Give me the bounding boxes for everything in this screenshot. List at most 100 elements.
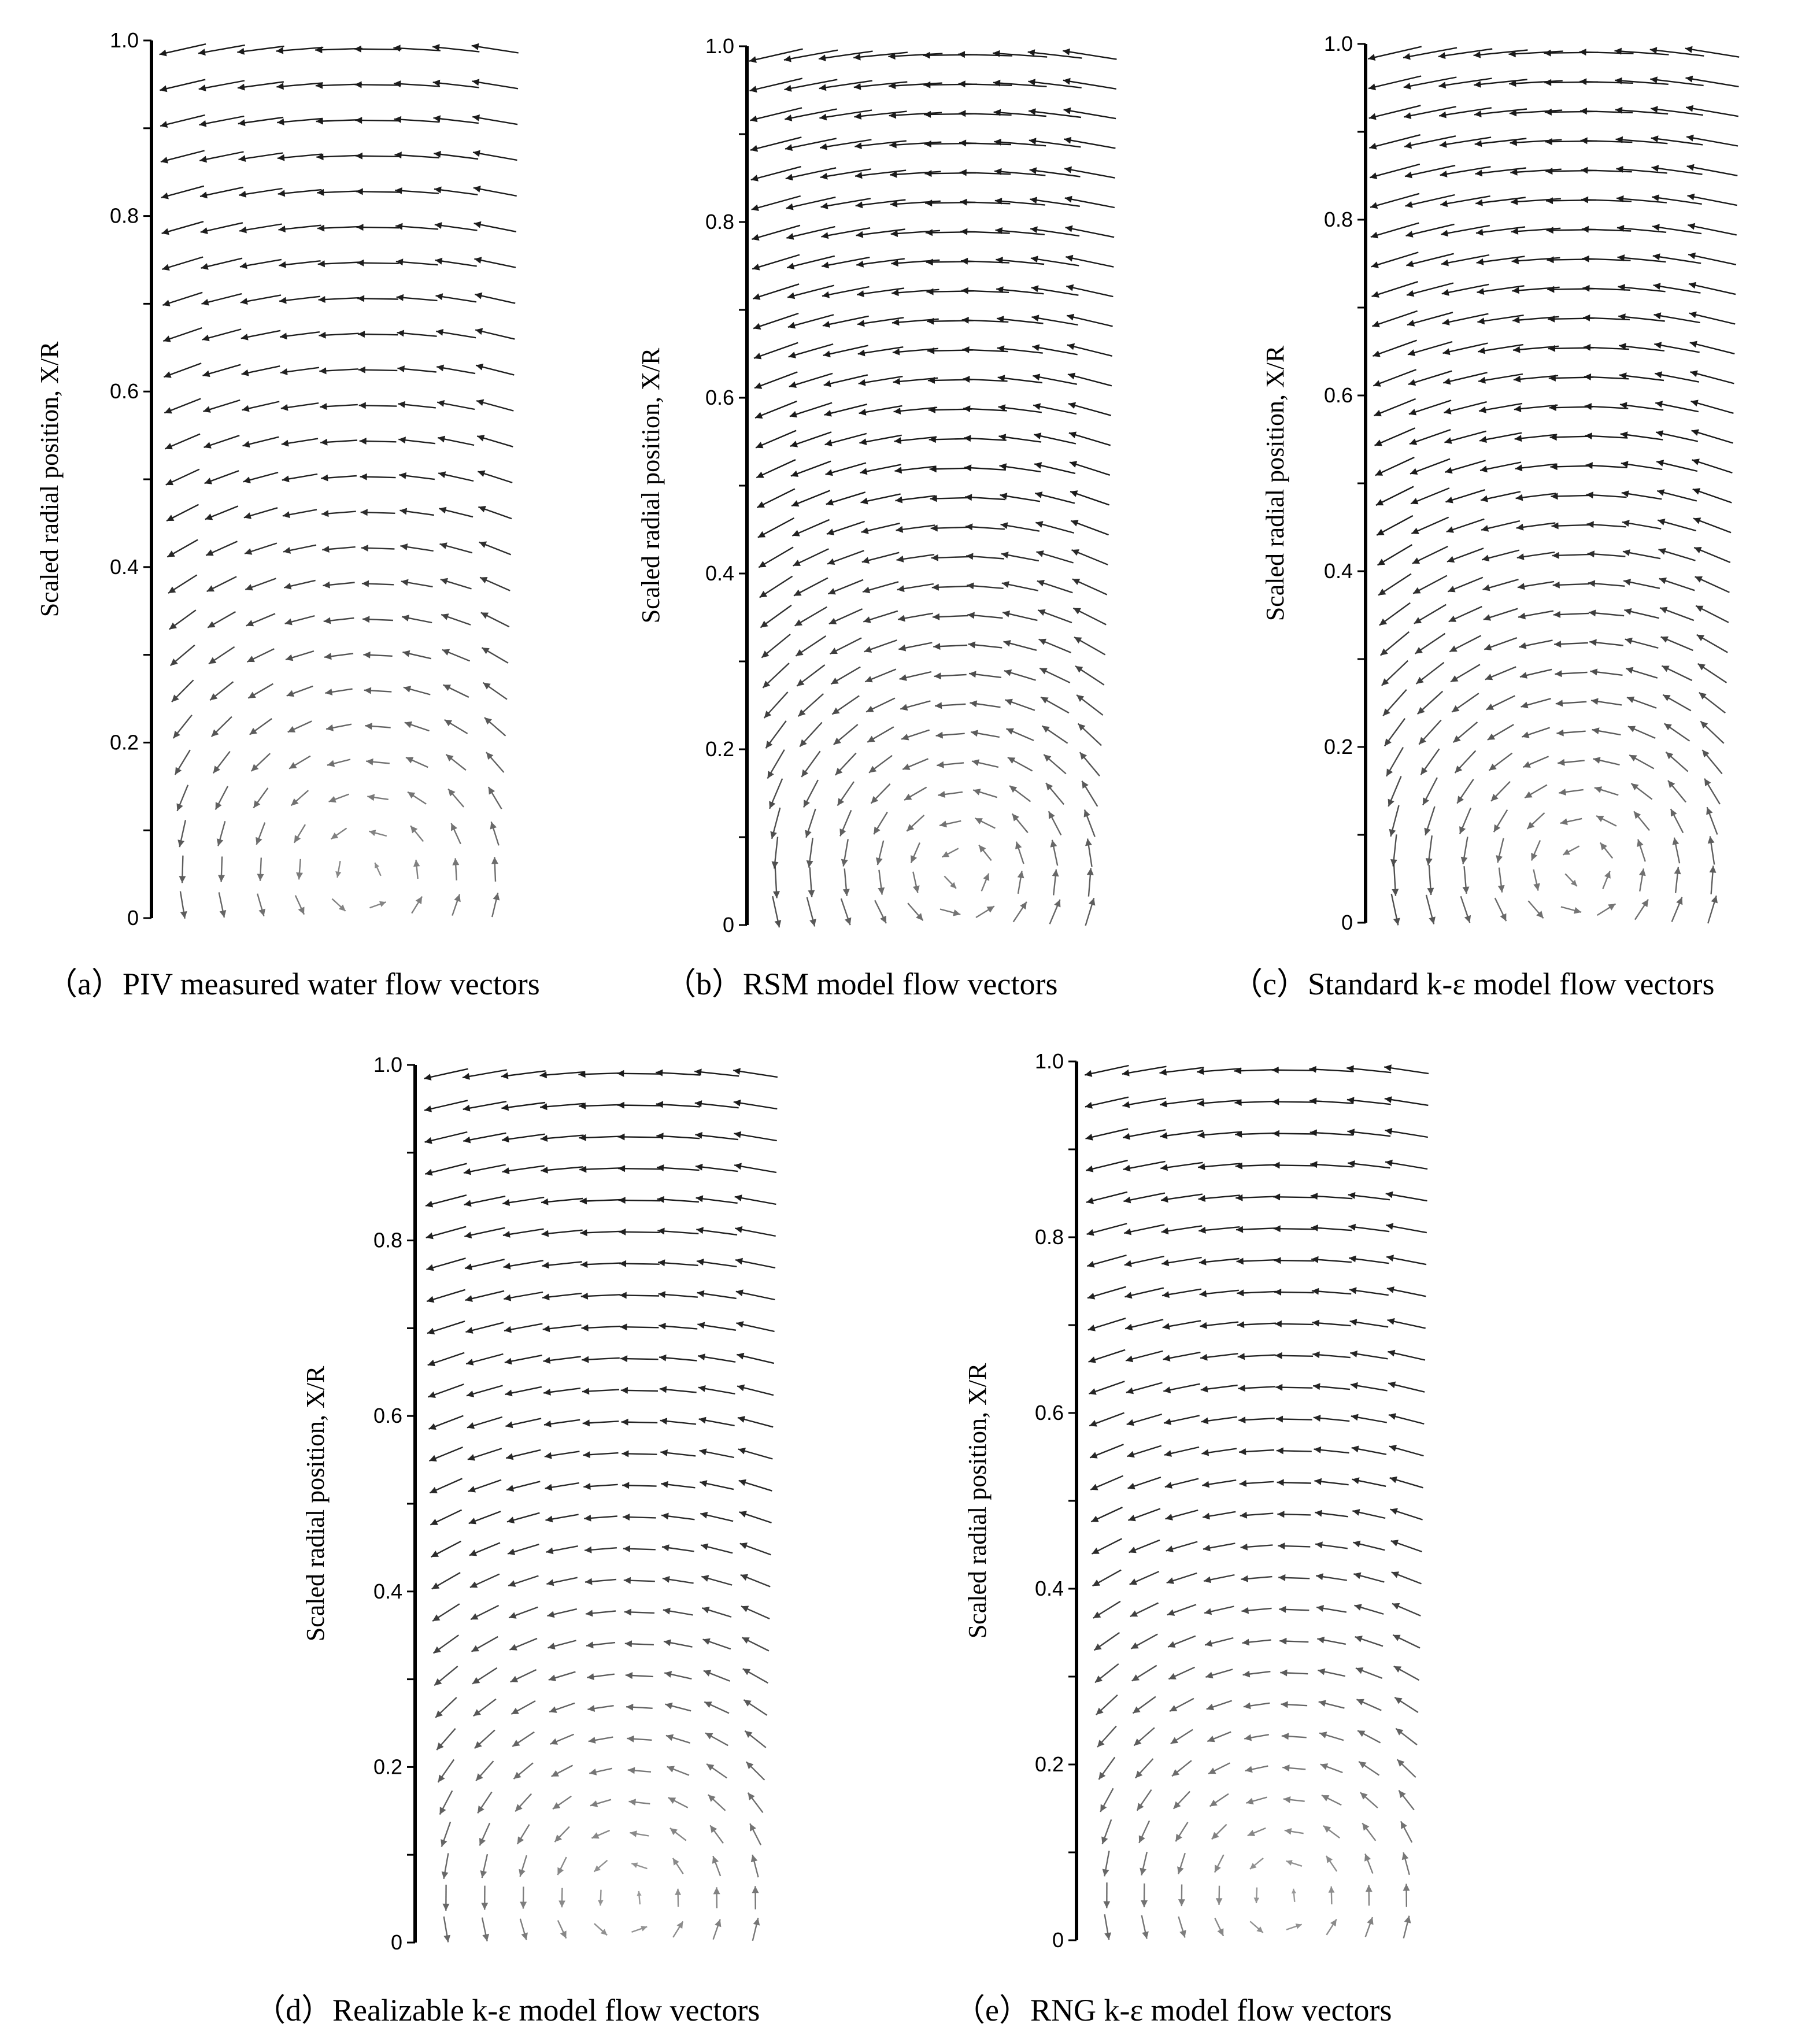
- flow-vector: [1066, 313, 1113, 327]
- flow-vector: [1097, 1725, 1117, 1748]
- flow-vector: [743, 1699, 768, 1716]
- flow-vector: [1485, 666, 1516, 680]
- flow-vector: [1043, 754, 1067, 775]
- flow-vector: [1656, 460, 1698, 472]
- flow-vector: [861, 552, 900, 564]
- flow-vector: [452, 858, 460, 881]
- flow-vector: [1197, 1068, 1242, 1075]
- flow-vector: [1079, 752, 1100, 776]
- flow-vector: [1474, 79, 1527, 88]
- flow-vector: [243, 507, 278, 519]
- flow-vector: [487, 786, 502, 809]
- flow-vector: [1700, 720, 1725, 744]
- flow-vector: [978, 844, 992, 861]
- flow-vector: [1085, 1064, 1129, 1077]
- flow-vector: [474, 1729, 495, 1749]
- flow-vector: [1238, 1448, 1275, 1455]
- flow-vector: [1092, 1569, 1122, 1587]
- flow-vector: [1123, 1224, 1165, 1235]
- flow-vector: [1027, 49, 1082, 59]
- y-tick-label: 0.6: [705, 386, 734, 409]
- flow-vector: [735, 1257, 776, 1269]
- flow-vector: [1012, 901, 1027, 923]
- flow-vector: [733, 1068, 778, 1078]
- flow-vector: [1483, 608, 1518, 621]
- flow-vector: [203, 399, 241, 413]
- flow-vector: [1028, 108, 1082, 119]
- flow-vector: [1445, 460, 1486, 474]
- flow-vector: [1100, 1788, 1114, 1812]
- y-axis-label: Scaled radial position, X/R: [301, 1366, 330, 1641]
- y-axis-ticks: 0 0.2 0.4 0.6 0.8 1.0: [110, 28, 151, 930]
- flow-vector: [1616, 195, 1667, 204]
- flow-vector: [1412, 575, 1448, 594]
- flow-vector: [752, 1918, 760, 1941]
- flow-vector: [1177, 1852, 1186, 1874]
- flow-vector: [842, 868, 850, 897]
- flow-vector: [863, 610, 898, 623]
- flow-vector: [1653, 312, 1700, 324]
- flow-vector: [1516, 522, 1556, 531]
- flow-vector: [1355, 1636, 1384, 1647]
- flow-vector: [1425, 894, 1436, 924]
- flow-vector: [403, 686, 431, 696]
- flow-vector: [443, 1916, 451, 1943]
- vector-field: [749, 48, 1117, 928]
- flow-vector: [789, 372, 833, 388]
- flow-vector: [1401, 1852, 1410, 1875]
- flow-vector: [358, 366, 398, 373]
- flow-vector: [894, 465, 937, 474]
- flow-vector: [471, 1636, 498, 1652]
- flow-vector: [1398, 1790, 1415, 1811]
- flow-vector: [698, 1385, 735, 1395]
- flow-vector: [750, 136, 802, 152]
- flow-vector: [588, 1736, 613, 1744]
- flow-vector: [855, 199, 906, 209]
- flow-vector: [395, 187, 439, 194]
- flow-vector: [1688, 282, 1736, 295]
- flow-vector: [205, 541, 238, 556]
- flow-vector: [520, 1886, 527, 1909]
- flow-vector: [694, 1100, 739, 1109]
- flow-vector: [695, 1163, 738, 1172]
- flow-vector: [357, 331, 398, 338]
- flow-vector: [738, 1479, 772, 1492]
- y-tick-label: 0.8: [110, 204, 139, 228]
- flow-vector: [247, 683, 274, 699]
- flow-vector: [929, 436, 972, 443]
- flow-vector: [819, 80, 872, 91]
- flow-vector: [1086, 868, 1094, 897]
- flow-vector: [282, 509, 317, 519]
- flow-vector: [440, 578, 472, 590]
- flow-vector: [482, 682, 508, 700]
- flow-vector: [1445, 489, 1485, 504]
- flow-vector: [1214, 1918, 1225, 1937]
- flow-vector: [925, 199, 976, 207]
- flow-vector: [398, 401, 436, 409]
- flow-vector: [1427, 865, 1434, 896]
- flow-vector: [362, 616, 394, 623]
- flow-vector: [1650, 106, 1704, 116]
- flow-vector: [356, 224, 399, 231]
- flow-vector: [1065, 225, 1115, 238]
- flow-vector: [901, 729, 930, 741]
- flow-vector: [1579, 49, 1634, 56]
- flow-vector: [1374, 427, 1415, 446]
- flow-vector: [1272, 1098, 1316, 1105]
- flow-vector: [1167, 1635, 1196, 1648]
- flow-vector: [442, 649, 471, 662]
- flow-vector: [1651, 165, 1703, 175]
- flow-vector: [706, 1763, 727, 1779]
- flow-vector: [1624, 608, 1659, 619]
- flow-vector: [1448, 606, 1482, 623]
- flow-vector: [761, 634, 791, 658]
- flow-vector: [786, 225, 835, 240]
- flow-vector: [1693, 517, 1732, 534]
- flow-vector: [505, 1449, 541, 1460]
- flow-vector: [1352, 1477, 1386, 1487]
- flow-vector: [430, 1540, 461, 1558]
- flow-vector: [739, 1511, 772, 1524]
- flow-vector: [244, 542, 278, 555]
- flow-vector: [787, 314, 834, 329]
- flow-vector: [359, 438, 397, 445]
